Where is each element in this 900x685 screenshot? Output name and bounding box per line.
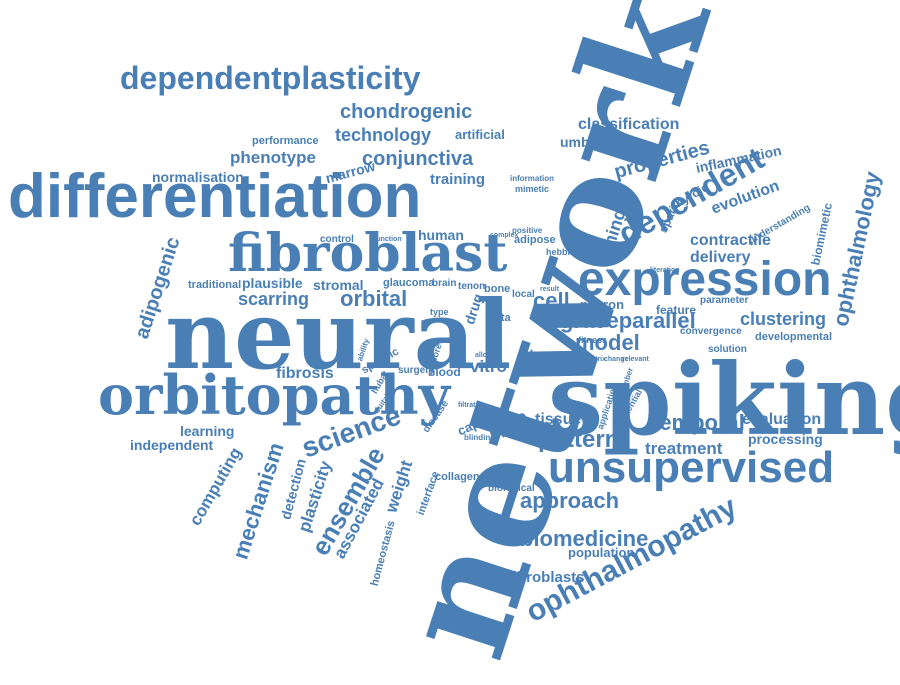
word-training: training [430, 171, 485, 188]
word-fibroblast: fibroblast [228, 223, 508, 284]
word-population: population [568, 545, 635, 560]
word-ophthalmology: ophthalmology [827, 169, 885, 329]
word-feature: feature [656, 303, 697, 317]
word-bone: bone [484, 283, 511, 295]
word-collagen: collagen [435, 471, 480, 483]
word-performance: performance [252, 135, 319, 147]
word-biomedicine: biomedicine [520, 526, 649, 551]
word-control: control [320, 234, 354, 245]
word-chondrogenic: chondrogenic [340, 101, 473, 123]
word-learning: learning [180, 423, 235, 439]
word-stem: stem [520, 347, 558, 364]
word-orbitopathy: orbitopathy [98, 363, 451, 427]
word-approach: approach [520, 488, 620, 513]
word-normalisation: normalisation [152, 169, 244, 185]
word-allow: allow [475, 352, 493, 359]
word-solution: solution [708, 344, 747, 355]
word-change: change [604, 356, 629, 363]
word-convergence: convergence [680, 326, 742, 337]
word-traditional: traditional [188, 279, 242, 291]
word-pressure: pressure [530, 429, 569, 439]
word-complex: complex [490, 232, 519, 239]
word-graveparallel: graveparallel [560, 308, 696, 333]
word-independent: independent [130, 437, 214, 453]
word-vitro: vitro [470, 357, 507, 376]
word-developmental: developmental [755, 331, 833, 343]
word-dependentplasticity: dependentplasticity [120, 60, 421, 96]
word-local: local [512, 289, 535, 300]
word-tenon: tenon [458, 281, 486, 292]
word-phenotype: phenotype [230, 148, 316, 167]
word-orbitalfibroblasts: orbitalfibroblasts [462, 569, 585, 586]
word-literation: literation [650, 267, 680, 274]
word-fibrosis: fibrosis [276, 365, 334, 382]
word-fitness: fitness [578, 335, 608, 345]
word-glaucoma: glaucoma [383, 277, 435, 289]
word-filtration: filtration [458, 402, 486, 409]
word-relevant: relevant [622, 356, 649, 363]
word-life: life [486, 331, 500, 341]
word-model: model [575, 330, 640, 355]
word-delivery: delivery [690, 249, 751, 266]
word-cell: cell [533, 288, 570, 313]
word-blood: blood [428, 365, 461, 379]
word-plausible: plausible [242, 275, 303, 291]
word-cord: cord [542, 313, 564, 324]
word-expression: expression [578, 253, 832, 306]
word-neural: neural [165, 280, 512, 391]
word-positive: positive [512, 226, 543, 235]
word-type: type [430, 307, 449, 317]
word-blinding: blinding [464, 433, 496, 442]
word-stromal: stromal [313, 277, 364, 293]
word-classification: classification [578, 116, 680, 133]
word-processing: processing [748, 431, 823, 447]
word-better: better [530, 366, 550, 373]
word-contractile: contractile [690, 232, 771, 249]
word-surgery: surgery [398, 365, 435, 376]
word-clustering: clustering [740, 309, 827, 329]
word-temporal: temporal [652, 410, 745, 435]
word-spiking: spiking [548, 343, 900, 458]
word-conjunctiva: conjunctiva [362, 148, 474, 170]
word-evaluation: evaluation [742, 411, 822, 428]
word-umbilical: umbilical [560, 134, 621, 150]
word-result: result [540, 286, 560, 293]
word-hebbian: hebbian [546, 247, 581, 257]
word-function: function [374, 236, 402, 243]
word-parameter: parameter [700, 295, 749, 306]
word-neuron: neuron [580, 297, 625, 312]
word-orbital: orbital [340, 286, 408, 311]
word-data: data [488, 312, 511, 324]
word-differentiation: differentiation [8, 162, 422, 231]
word-human: human [418, 227, 464, 243]
word-brain: brain [432, 278, 457, 289]
word-adipose: adipose [514, 234, 556, 246]
word-artificial: artificial [455, 127, 505, 142]
word-computing: computing [185, 444, 246, 529]
word-pattern: pattern [538, 426, 620, 453]
word-unsupervised: unsupervised [548, 443, 835, 492]
word-matrix: matrix [585, 356, 607, 363]
word-tissue: tissue [535, 411, 582, 428]
word-scarring: scarring [238, 289, 310, 309]
word-mimetic: mimetic [515, 184, 550, 194]
word-information: information [510, 174, 554, 183]
word-biological: biological [488, 483, 535, 494]
word-technology: technology [335, 125, 432, 145]
word-treatment: treatment [645, 439, 723, 458]
